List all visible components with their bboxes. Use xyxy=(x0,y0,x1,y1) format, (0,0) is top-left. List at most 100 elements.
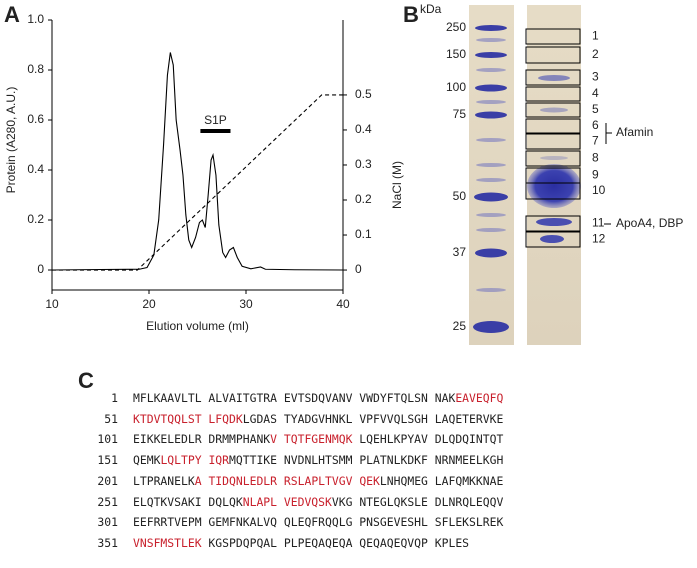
y-tick-label: 0.4 xyxy=(27,162,44,176)
excised-band-box xyxy=(525,118,581,134)
band-label: ApoA4, DBP xyxy=(616,216,683,230)
marker-band xyxy=(475,84,507,92)
excised-band-box xyxy=(525,215,581,232)
marker-band xyxy=(475,248,507,258)
identified-peptide: A TIDQNLEDLR RSLAPLTVGV QEK xyxy=(194,473,380,488)
y2-tick-label: 0 xyxy=(355,262,362,276)
y-tick-label: 0 xyxy=(37,262,44,276)
sequence-segment: ELQTKVSAKI DQLQK xyxy=(133,494,243,509)
identified-peptide: EAVEQFQ xyxy=(455,391,504,405)
sequence-segment: VKG NTEGLQKSLE DLNRQLEQQV xyxy=(331,494,504,509)
data-line xyxy=(52,94,343,271)
sequence-segment: EEFRRTVEPM GEMFNKALVQ QLEQFRQQLG PNSGEVE… xyxy=(133,515,504,530)
band-number: 8 xyxy=(592,151,599,165)
residue-number: 151 xyxy=(97,453,118,468)
marker-band xyxy=(476,68,506,72)
marker-label: 100 xyxy=(446,80,466,94)
sequence-segment: MQTTIKE NVDNLHTSMM PLATNLKDKF NRNMEELKGH xyxy=(229,453,504,468)
marker-band xyxy=(474,192,508,202)
sequence-row: 301 EEFRRTVEPM GEMFNKALVQ QLEQFRQQLG PNSG… xyxy=(0,513,697,531)
residue-number: 101 xyxy=(97,432,118,447)
identified-peptide: LQLTPY IQR xyxy=(160,453,230,468)
sequence-segment: EIKKELEDLR DRMMPHANK xyxy=(133,432,271,447)
band-number: 4 xyxy=(592,86,599,100)
marker-band xyxy=(475,25,507,31)
x-tick-label: 10 xyxy=(45,297,59,311)
x-tick-label: 30 xyxy=(239,297,253,311)
marker-label: 50 xyxy=(453,189,467,203)
band-number: 6 xyxy=(592,118,599,132)
marker-label: 250 xyxy=(446,20,466,34)
band-number: 12 xyxy=(592,232,606,246)
marker-band xyxy=(476,178,506,182)
sequence-text: MFLKAAVLTL ALVAITGTRA EVTSDQVANV VWDYFTQ… xyxy=(133,389,503,407)
panel-label: A xyxy=(4,2,20,27)
y2-tick-label: 0.5 xyxy=(355,87,372,101)
marker-band xyxy=(476,163,506,167)
y2-tick-label: 0.4 xyxy=(355,122,372,136)
excised-band-box xyxy=(525,231,581,248)
sequence-segment: LQEHLKPYAV DLQDQINTQT xyxy=(352,432,504,447)
sequence-text: KTDVTQQLST LFQDKLGDAS TYADGVHNKL VPFVVQL… xyxy=(133,410,503,428)
marker-label: 150 xyxy=(446,47,466,61)
y2-tick-label: 0.2 xyxy=(355,192,372,206)
y-tick-label: 1.0 xyxy=(27,12,44,26)
residue-number: 201 xyxy=(97,473,118,488)
marker-band xyxy=(475,111,507,119)
band-number: 11 xyxy=(592,216,605,230)
band-number: 1 xyxy=(592,29,599,43)
x-tick-label: 20 xyxy=(142,297,156,311)
sample-bands xyxy=(527,75,581,243)
marker-band xyxy=(476,100,506,104)
sequence-row: 1 MFLKAAVLTL ALVAITGTRA EVTSDQVANV VWDYFT… xyxy=(0,389,697,407)
excised-band-box xyxy=(525,150,581,167)
sequence-text: ELQTKVSAKI DQLQKNLAPL VEDVQSKVKG NTEGLQK… xyxy=(133,493,503,511)
band-number: 7 xyxy=(592,134,599,148)
marker-band xyxy=(473,321,509,333)
sequence-row: 351 VNSFMSTLEK KGSPDQPQAL PLPEQAQEQA QEQA… xyxy=(0,534,697,552)
y-axis-label: Protein (A280, A.U.) xyxy=(4,87,18,194)
sequence-text: EEFRRTVEPM GEMFNKALVQ QLEQFRQQLG PNSGEVE… xyxy=(133,513,503,531)
excised-band-box xyxy=(525,86,581,102)
y-tick-label: 0.6 xyxy=(27,112,44,126)
band-number: 3 xyxy=(592,70,599,84)
identified-peptide: V TQTFGENMQK xyxy=(270,432,353,447)
band-number: 10 xyxy=(592,183,606,197)
data-line xyxy=(51,52,344,271)
marker-band xyxy=(476,213,506,217)
band-number: 9 xyxy=(592,168,599,182)
residue-number: 301 xyxy=(97,515,118,530)
identified-peptide: NLAPL VEDVQSK xyxy=(242,494,332,509)
x-axis-label: Elution volume (ml) xyxy=(146,319,249,333)
band-number: 5 xyxy=(592,102,599,116)
sequence-text: EIKKELEDLR DRMMPHANKV TQTFGENMQK LQEHLKP… xyxy=(133,430,503,448)
band-label: Afamin xyxy=(616,125,653,139)
panel-label: C xyxy=(78,368,94,393)
marker-band xyxy=(476,38,506,42)
excised-band-box xyxy=(525,133,581,150)
sequence-row: 151 QEMKLQLTPY IQRMQTTIKE NVDNLHTSMM PLAT… xyxy=(0,451,697,469)
marker-band xyxy=(475,52,507,58)
panel-label: B xyxy=(403,2,419,27)
fraction-bar xyxy=(200,129,231,133)
residue-number: 251 xyxy=(97,494,118,509)
marker-band xyxy=(476,288,506,292)
sequence-segment: LGDAS TYADGVHNKL VPFVVQLSGH LAQETERVKE xyxy=(242,411,504,426)
sequence-segment: QEMK xyxy=(133,453,161,468)
excised-band-box xyxy=(525,102,581,118)
excised-band-box xyxy=(525,28,581,45)
identified-peptide: VNSFMSTLEK xyxy=(133,535,202,550)
unit-label: kDa xyxy=(420,2,442,16)
sequence-row: 101 EIKKELEDLR DRMMPHANKV TQTFGENMQK LQEH… xyxy=(0,430,697,448)
sequence-segment: KGSPDQPQAL PLPEQAQEQA QEQAQEQVQP KPLES xyxy=(201,535,470,550)
residue-number: 351 xyxy=(97,535,118,550)
sequence-segment: LNHQMEG LAFQMKKNAE xyxy=(379,473,504,488)
sequence-text: VNSFMSTLEK KGSPDQPQAL PLPEQAQEQA QEQAQEQ… xyxy=(133,534,469,552)
sequence-row: 51 KTDVTQQLST LFQDKLGDAS TYADGVHNKL VPFVV… xyxy=(0,410,697,428)
marker-label: 37 xyxy=(453,245,467,259)
marker-band xyxy=(476,228,506,232)
y2-tick-label: 0.3 xyxy=(355,157,372,171)
residue-number: 51 xyxy=(104,411,118,426)
